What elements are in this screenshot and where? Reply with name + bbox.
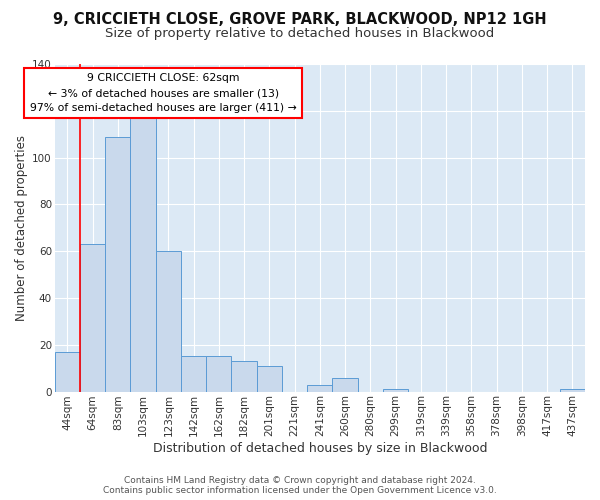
Bar bbox=[80, 244, 105, 392]
Bar bbox=[560, 389, 585, 392]
X-axis label: Distribution of detached houses by size in Blackwood: Distribution of detached houses by size … bbox=[152, 442, 487, 455]
Bar bbox=[181, 356, 206, 392]
Bar bbox=[232, 361, 257, 392]
Text: Size of property relative to detached houses in Blackwood: Size of property relative to detached ho… bbox=[106, 28, 494, 40]
Bar bbox=[55, 352, 80, 392]
Bar bbox=[383, 389, 408, 392]
Text: Contains public sector information licensed under the Open Government Licence v3: Contains public sector information licen… bbox=[103, 486, 497, 495]
Bar bbox=[206, 356, 232, 392]
Text: 9 CRICCIETH CLOSE: 62sqm
← 3% of detached houses are smaller (13)
97% of semi-de: 9 CRICCIETH CLOSE: 62sqm ← 3% of detache… bbox=[30, 74, 296, 113]
Bar bbox=[257, 366, 282, 392]
Y-axis label: Number of detached properties: Number of detached properties bbox=[15, 135, 28, 321]
Bar bbox=[156, 251, 181, 392]
Bar bbox=[105, 136, 130, 392]
Bar bbox=[332, 378, 358, 392]
Bar bbox=[307, 384, 332, 392]
Text: 9, CRICCIETH CLOSE, GROVE PARK, BLACKWOOD, NP12 1GH: 9, CRICCIETH CLOSE, GROVE PARK, BLACKWOO… bbox=[53, 12, 547, 28]
Text: Contains HM Land Registry data © Crown copyright and database right 2024.: Contains HM Land Registry data © Crown c… bbox=[124, 476, 476, 485]
Bar bbox=[130, 118, 156, 392]
